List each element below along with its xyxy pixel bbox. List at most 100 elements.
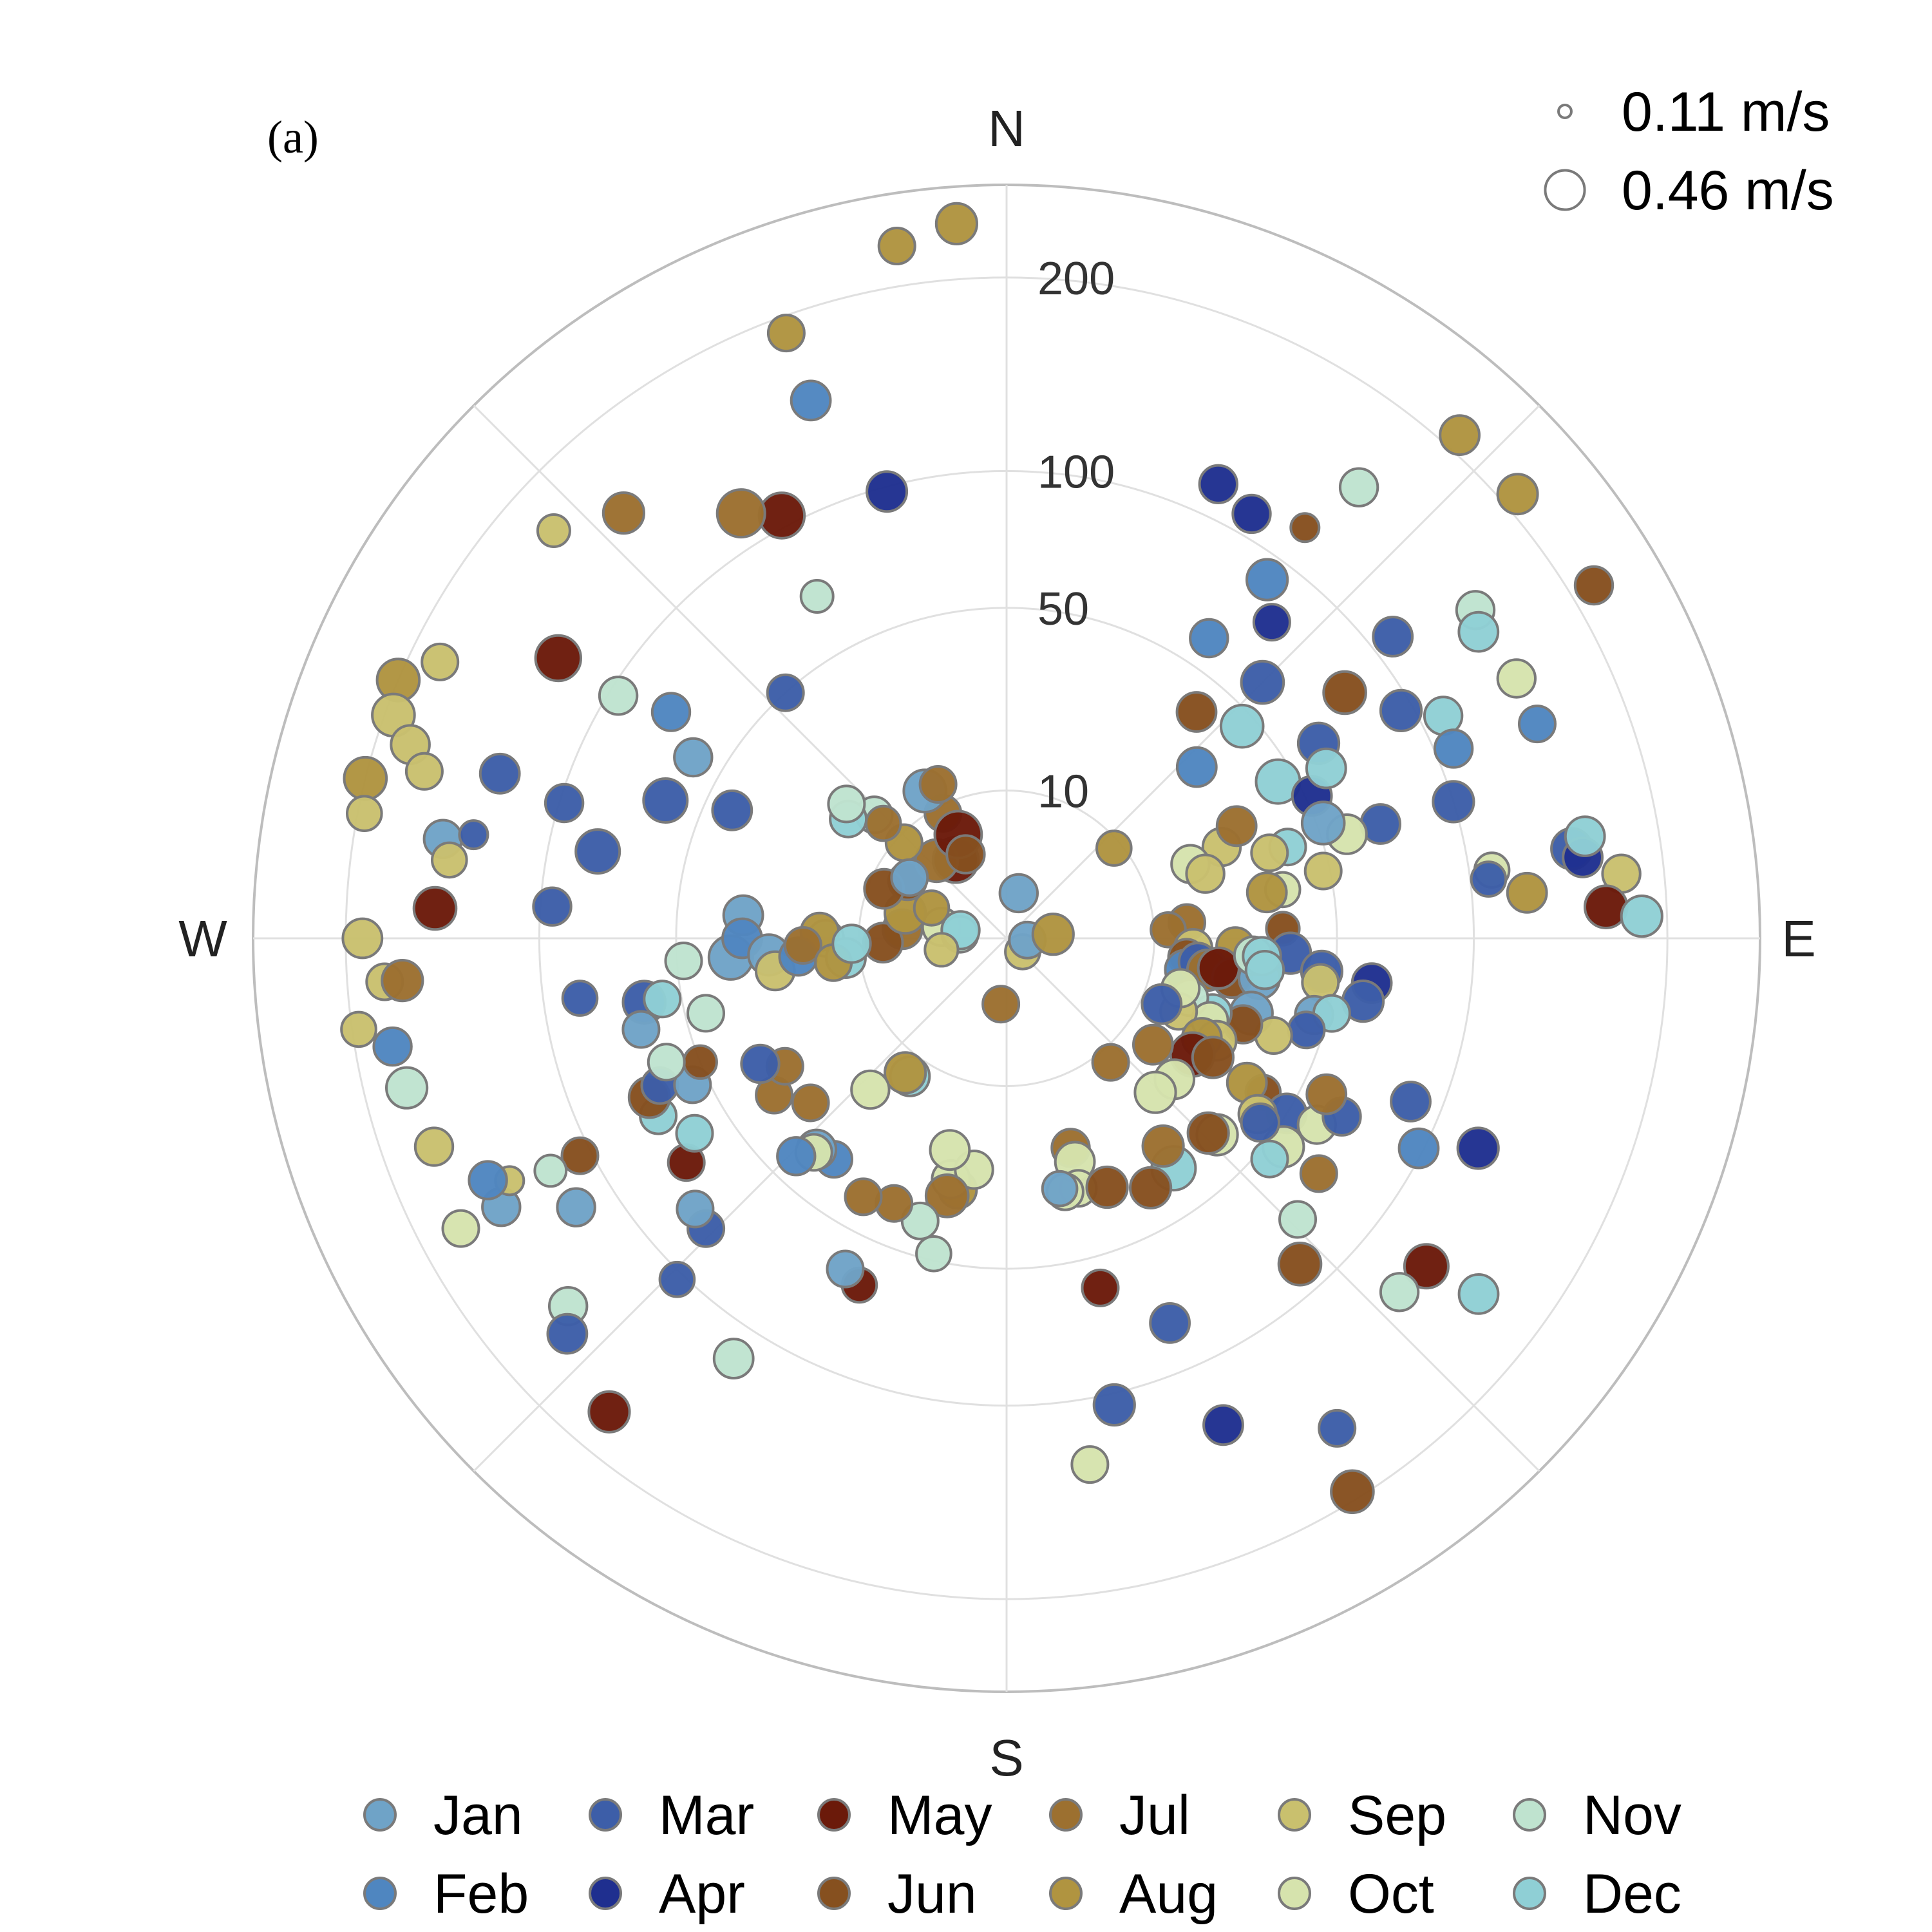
data-point-jun <box>1289 512 1321 544</box>
data-point-oct <box>1133 1070 1177 1114</box>
data-point-feb <box>372 1026 413 1067</box>
legend-marker-feb <box>363 1877 397 1910</box>
data-point-mar <box>574 828 621 875</box>
data-point-feb <box>1175 746 1218 788</box>
data-point-jun <box>1322 670 1367 715</box>
data-point-may <box>412 886 458 931</box>
data-point-aug <box>1439 414 1481 456</box>
compass-labels: N E S W <box>178 100 1815 1786</box>
data-point-nov <box>664 942 703 981</box>
legend-marker-apr <box>589 1877 622 1910</box>
data-point-jul <box>864 804 902 842</box>
data-point-mar <box>532 886 573 927</box>
data-point-aug <box>766 314 806 353</box>
data-point-jul <box>715 488 766 539</box>
legend-marker-aug <box>1049 1877 1083 1910</box>
data-point-oct <box>1070 1445 1110 1484</box>
data-point-dec <box>1219 703 1265 749</box>
data-point-may <box>1584 884 1629 929</box>
legend-label-oct: Oct <box>1348 1863 1434 1925</box>
data-point-jun <box>560 1136 600 1175</box>
data-point-feb <box>1518 705 1557 744</box>
data-point-sep <box>340 1010 377 1048</box>
data-point-mar <box>1470 860 1508 898</box>
data-point-jun <box>1175 691 1218 733</box>
legend-label-sep: Sep <box>1348 1785 1446 1846</box>
data-point-nov <box>687 994 725 1033</box>
data-point-oct <box>1496 658 1537 699</box>
data-point-jul <box>918 765 958 804</box>
compass-label-N: N <box>988 100 1025 157</box>
data-point-jul <box>1091 1043 1130 1082</box>
data-point-dec <box>1564 815 1606 857</box>
panel-label: (a) <box>267 111 319 163</box>
radial-tick-200: 200 <box>1037 253 1115 305</box>
data-point-jul <box>1141 1124 1185 1168</box>
data-point-oct <box>441 1209 480 1248</box>
data-point-feb <box>776 1136 817 1177</box>
data-point-jan <box>673 737 714 778</box>
legend-label-nov: Nov <box>1583 1785 1681 1846</box>
data-point-jan <box>890 858 929 897</box>
data-point-oct <box>850 1069 891 1110</box>
data-point-dec <box>1457 1273 1500 1315</box>
data-point-jul <box>1305 1073 1348 1115</box>
data-point-mar <box>561 980 599 1017</box>
data-point-mar <box>766 673 805 712</box>
legend-marker-mar <box>589 1798 622 1832</box>
size-legend-label: 0.11 m/s <box>1622 81 1830 143</box>
data-point-may <box>1197 946 1240 990</box>
data-point-dec <box>831 923 872 964</box>
data-point-aug <box>1506 871 1548 914</box>
data-point-feb <box>1433 728 1474 769</box>
legend-label-aug: Aug <box>1119 1863 1218 1925</box>
radial-tick-100: 100 <box>1037 446 1115 498</box>
legend-marker-dec <box>1513 1877 1546 1910</box>
month-legend: Jan Mar May Jul Sep Nov Feb Apr Jun Aug Oct Dec <box>363 1785 1681 1925</box>
radial-tick-50: 50 <box>1037 583 1089 635</box>
data-point-jul <box>1299 1154 1338 1193</box>
data-point-dec <box>675 1113 714 1153</box>
data-point-sep <box>1185 853 1226 894</box>
data-point-apr <box>1456 1126 1500 1170</box>
data-point-nov <box>712 1338 755 1380</box>
data-point-apr <box>1231 493 1272 535</box>
legend-label-apr: Apr <box>659 1863 745 1925</box>
data-point-aug <box>343 755 388 801</box>
data-point-aug <box>1245 871 1288 914</box>
data-point-mar <box>1141 983 1183 1025</box>
size-legend-marker <box>1544 169 1586 211</box>
data-point-feb <box>1245 558 1289 601</box>
data-point-sep <box>1250 833 1289 873</box>
data-point-jan <box>621 1010 661 1049</box>
size-legend-marker <box>1557 104 1573 119</box>
data-point-jun <box>682 1044 718 1080</box>
data-point-aug <box>1095 829 1133 867</box>
size-legend-label: 0.46 m/s <box>1622 160 1834 222</box>
data-point-may <box>587 1390 631 1434</box>
compass-label-W: W <box>178 910 227 967</box>
data-point-dec <box>1620 895 1663 938</box>
data-point-feb <box>650 692 692 732</box>
data-point-jun <box>1330 1469 1375 1515</box>
legend-label-jun: Jun <box>887 1863 977 1925</box>
legend-marker-nov <box>1513 1798 1546 1832</box>
data-point-jun <box>1191 1036 1235 1079</box>
data-point-feb <box>1189 618 1229 659</box>
data-point-dec <box>1457 611 1500 653</box>
data-point-mar <box>1432 780 1475 824</box>
data-point-jan <box>826 1249 865 1289</box>
data-point-nov <box>385 1066 429 1110</box>
data-point-apr <box>1252 603 1291 642</box>
data-point-aug <box>1031 913 1075 956</box>
compass-label-E: E <box>1781 910 1815 967</box>
data-point-mar <box>1287 1010 1326 1050</box>
data-point-jul <box>1215 805 1258 848</box>
data-point-jun <box>1085 1165 1129 1209</box>
data-point-mar <box>711 789 753 831</box>
grid-spoke-135 <box>1005 937 1540 1472</box>
data-point-mar <box>1318 1408 1357 1448</box>
data-point-jul <box>844 1177 883 1217</box>
legend-marker-oct <box>1278 1877 1311 1910</box>
data-point-jul <box>783 926 822 965</box>
